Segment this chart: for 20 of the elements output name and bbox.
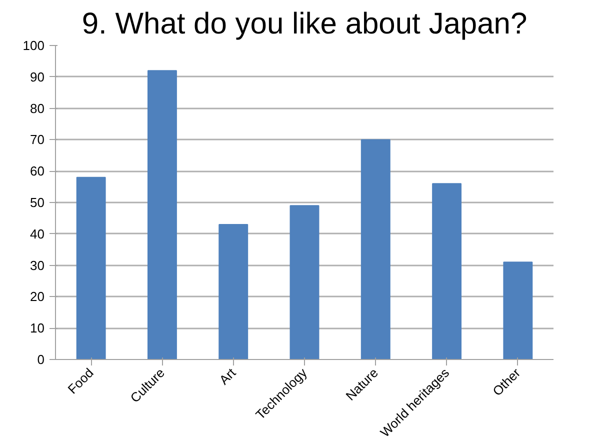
y-tick-label: 50 — [30, 195, 45, 210]
chart-title: 9. What do you like about Japan? — [82, 8, 528, 40]
bar — [147, 70, 177, 360]
y-tick-label: 100 — [22, 38, 45, 53]
y-tick-label: 80 — [30, 100, 45, 116]
y-tick-label: 10 — [30, 320, 45, 336]
bar — [290, 205, 320, 360]
y-tick-label: 30 — [30, 258, 45, 273]
x-tick-label: Art — [216, 364, 239, 388]
y-tick-label: 60 — [30, 164, 45, 179]
bar — [432, 183, 462, 360]
y-tick-label: 20 — [30, 289, 45, 304]
bar — [76, 176, 106, 360]
bar — [360, 139, 390, 360]
bar — [503, 262, 533, 360]
y-tick-label: 90 — [30, 69, 45, 84]
y-tick-label: 0 — [37, 352, 45, 367]
y-tick-label: 70 — [30, 132, 45, 148]
y-tick-label: 40 — [30, 226, 45, 242]
bar — [218, 224, 248, 360]
